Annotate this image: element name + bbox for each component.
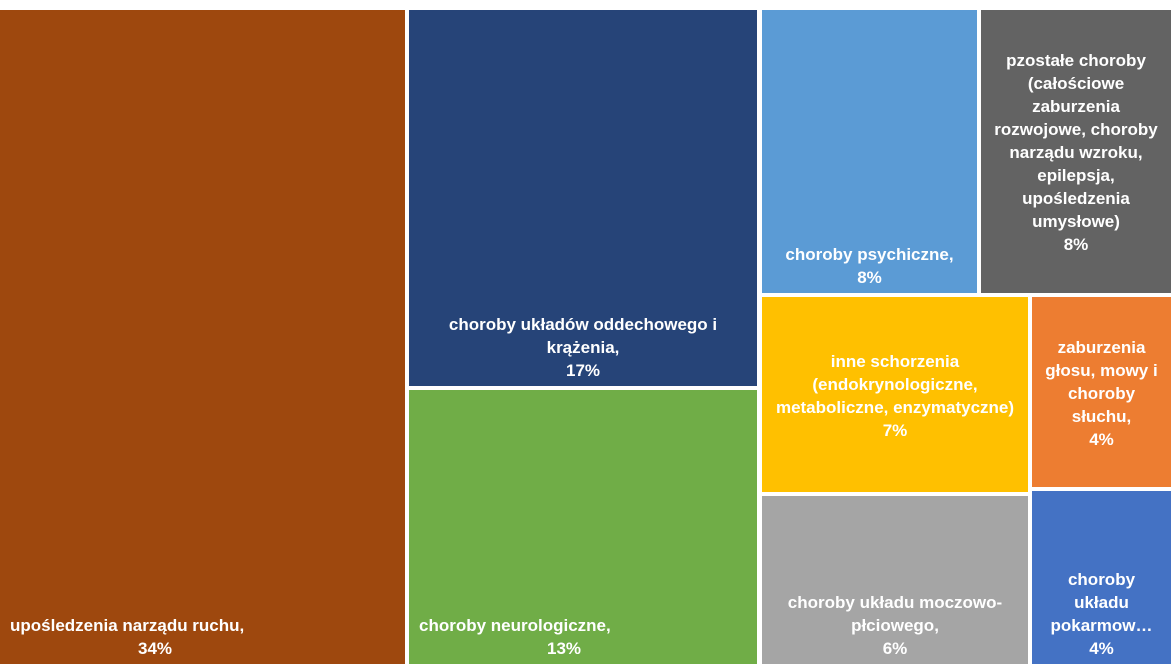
category-label: upośledzenia narządu ruchu, — [10, 616, 245, 635]
value-label: 6% — [882, 639, 908, 658]
tile-label: choroby układu pokarmow… 4% — [1042, 568, 1161, 660]
category-label: choroby układu moczowo-płciowego, — [787, 593, 1003, 635]
tile: pzostałe choroby (całościowe zaburzenia … — [981, 10, 1171, 293]
tile-label: choroby psychiczne, 8% — [772, 243, 967, 289]
tile: zaburzenia głosu, mowy i choroby słuchu,… — [1032, 297, 1171, 487]
category-label: zaburzenia głosu, mowy i choroby słuchu, — [1045, 337, 1158, 426]
value-label: 4% — [1089, 429, 1114, 449]
tile: choroby układu pokarmow… 4% — [1032, 491, 1171, 664]
value-label: 8% — [857, 268, 882, 287]
tile: upośledzenia narządu ruchu, 34% — [0, 10, 405, 664]
tile-label: upośledzenia narządu ruchu, 34% — [10, 614, 395, 660]
category-label: choroby układów oddechowego i krążenia, — [448, 315, 718, 357]
category-label: pzostałe choroby (całościowe zaburzenia … — [994, 51, 1158, 231]
tile-label: choroby neurologiczne, 13% — [419, 614, 747, 660]
tile-label: choroby układu moczowo-płciowego, 6% — [772, 591, 1018, 660]
tile: choroby układu moczowo-płciowego, 6% — [762, 496, 1028, 664]
tile-label: inne schorzenia (endokrynologiczne, meta… — [772, 350, 1018, 442]
value-label: 34% — [138, 639, 173, 658]
tile: choroby psychiczne, 8% — [762, 10, 977, 293]
value-label: 17% — [565, 361, 601, 380]
category-label: choroby układu pokarmow… — [1050, 570, 1153, 635]
tile: choroby układów oddechowego i krążenia, 1… — [409, 10, 757, 386]
value-label: 8% — [1063, 235, 1089, 254]
tile: inne schorzenia (endokrynologiczne, meta… — [762, 297, 1028, 492]
tile-label: pzostałe choroby (całościowe zaburzenia … — [991, 49, 1161, 256]
category-label: inne schorzenia (endokrynologiczne, meta… — [775, 351, 1015, 417]
value-label: 4% — [1089, 639, 1114, 658]
category-label: choroby neurologiczne, — [419, 616, 611, 635]
tile-label: choroby układów oddechowego i krążenia, 1… — [419, 313, 747, 382]
category-label: choroby psychiczne, — [785, 245, 954, 264]
tile: choroby neurologiczne, 13% — [409, 390, 757, 664]
value-label: 7% — [882, 420, 908, 440]
value-label: 13% — [547, 639, 582, 658]
tile-label: zaburzenia głosu, mowy i choroby słuchu,… — [1042, 336, 1161, 451]
